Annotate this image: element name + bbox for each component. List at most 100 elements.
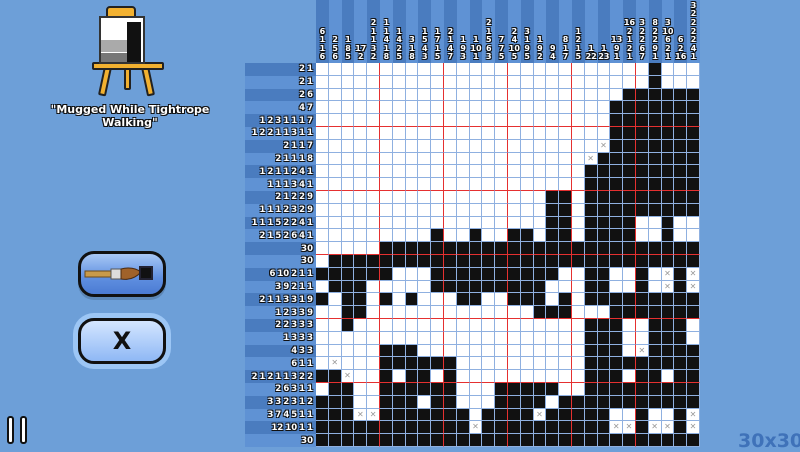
cell-empty[interactable] xyxy=(571,63,585,76)
cell-empty[interactable] xyxy=(571,190,585,204)
cell-filled[interactable] xyxy=(367,434,380,447)
cell-empty[interactable] xyxy=(392,267,406,281)
cell-filled[interactable] xyxy=(379,242,393,255)
cell-empty[interactable] xyxy=(507,370,521,383)
cell-empty[interactable] xyxy=(559,63,572,76)
cell-empty[interactable] xyxy=(316,63,329,76)
cell-filled[interactable] xyxy=(405,357,419,371)
cell-filled[interactable] xyxy=(584,421,598,435)
cell-empty[interactable] xyxy=(341,331,355,345)
cell-filled[interactable] xyxy=(687,190,700,204)
cell-empty[interactable] xyxy=(469,370,483,383)
cell-empty[interactable] xyxy=(546,139,560,153)
cell-filled[interactable] xyxy=(623,395,636,409)
cell-empty[interactable] xyxy=(367,242,380,255)
cell-empty[interactable] xyxy=(328,63,342,76)
cell-empty[interactable] xyxy=(328,114,342,127)
cell-empty[interactable] xyxy=(571,306,585,319)
cell-empty[interactable] xyxy=(443,344,457,358)
cell-empty[interactable] xyxy=(354,101,368,115)
cell-filled[interactable] xyxy=(379,267,393,281)
cell-filled[interactable] xyxy=(661,88,675,102)
cell-empty[interactable] xyxy=(392,229,406,243)
cell-empty[interactable] xyxy=(533,229,547,243)
cell-empty[interactable] xyxy=(571,101,585,115)
cell-filled[interactable] xyxy=(443,267,457,281)
cell-filled[interactable] xyxy=(687,306,700,319)
cell-filled[interactable] xyxy=(559,434,572,447)
cell-filled[interactable] xyxy=(405,395,419,409)
cell-empty[interactable] xyxy=(469,408,483,422)
cell-filled[interactable] xyxy=(469,242,483,255)
cell-empty[interactable] xyxy=(367,357,380,371)
cell-empty[interactable] xyxy=(507,331,521,345)
cell-empty[interactable] xyxy=(546,318,560,332)
cell-empty[interactable] xyxy=(559,178,572,191)
cell-empty[interactable] xyxy=(546,126,560,140)
cell-crossed[interactable]: ✕ xyxy=(610,421,624,435)
cell-filled[interactable] xyxy=(546,229,560,243)
cell-filled[interactable] xyxy=(328,280,342,294)
cell-empty[interactable] xyxy=(469,203,483,217)
cell-empty[interactable] xyxy=(316,254,329,268)
cell-empty[interactable] xyxy=(635,216,649,230)
cell-empty[interactable] xyxy=(482,370,496,383)
cell-empty[interactable] xyxy=(341,203,355,217)
cell-empty[interactable] xyxy=(443,178,457,191)
cell-crossed[interactable]: ✕ xyxy=(623,421,636,435)
cell-empty[interactable] xyxy=(341,242,355,255)
cell-empty[interactable] xyxy=(571,88,585,102)
cell-filled[interactable] xyxy=(610,203,624,217)
cell-empty[interactable] xyxy=(379,318,393,332)
cell-filled[interactable] xyxy=(379,382,393,396)
cell-empty[interactable] xyxy=(316,101,329,115)
cell-empty[interactable] xyxy=(495,229,508,243)
cell-empty[interactable] xyxy=(495,114,508,127)
cell-empty[interactable] xyxy=(392,306,406,319)
cell-empty[interactable] xyxy=(469,126,483,140)
cell-filled[interactable] xyxy=(687,152,700,166)
cell-empty[interactable] xyxy=(469,357,483,371)
cell-filled[interactable] xyxy=(687,434,700,447)
cell-filled[interactable] xyxy=(610,318,624,332)
cell-empty[interactable] xyxy=(443,306,457,319)
cell-empty[interactable] xyxy=(520,114,534,127)
cell-filled[interactable] xyxy=(559,306,572,319)
cell-filled[interactable] xyxy=(431,408,444,422)
cell-empty[interactable] xyxy=(456,306,470,319)
cell-filled[interactable] xyxy=(507,408,521,422)
cell-filled[interactable] xyxy=(674,152,688,166)
cell-empty[interactable] xyxy=(367,88,380,102)
cell-crossed[interactable]: ✕ xyxy=(341,370,355,383)
cell-empty[interactable] xyxy=(456,229,470,243)
cell-empty[interactable] xyxy=(648,229,662,243)
cell-filled[interactable] xyxy=(443,370,457,383)
cell-filled[interactable] xyxy=(507,434,521,447)
cell-filled[interactable] xyxy=(328,267,342,281)
cell-empty[interactable] xyxy=(635,318,649,332)
cell-filled[interactable] xyxy=(648,203,662,217)
cell-empty[interactable] xyxy=(623,318,636,332)
cell-empty[interactable] xyxy=(482,139,496,153)
cell-filled[interactable] xyxy=(507,242,521,255)
cell-filled[interactable] xyxy=(674,395,688,409)
cell-filled[interactable] xyxy=(469,293,483,307)
cell-filled[interactable] xyxy=(674,139,688,153)
cell-empty[interactable] xyxy=(495,203,508,217)
cell-empty[interactable] xyxy=(431,152,444,166)
cell-filled[interactable] xyxy=(469,267,483,281)
cell-empty[interactable] xyxy=(367,203,380,217)
cell-empty[interactable] xyxy=(533,63,547,76)
cell-filled[interactable] xyxy=(507,395,521,409)
cell-filled[interactable] xyxy=(623,306,636,319)
cell-empty[interactable] xyxy=(316,306,329,319)
cell-empty[interactable] xyxy=(495,88,508,102)
cell-filled[interactable] xyxy=(623,242,636,255)
cell-empty[interactable] xyxy=(520,306,534,319)
cell-filled[interactable] xyxy=(584,178,598,191)
cell-empty[interactable] xyxy=(571,216,585,230)
cell-filled[interactable] xyxy=(597,293,611,307)
cell-filled[interactable] xyxy=(546,267,560,281)
cell-empty[interactable] xyxy=(392,114,406,127)
cell-empty[interactable] xyxy=(316,88,329,102)
